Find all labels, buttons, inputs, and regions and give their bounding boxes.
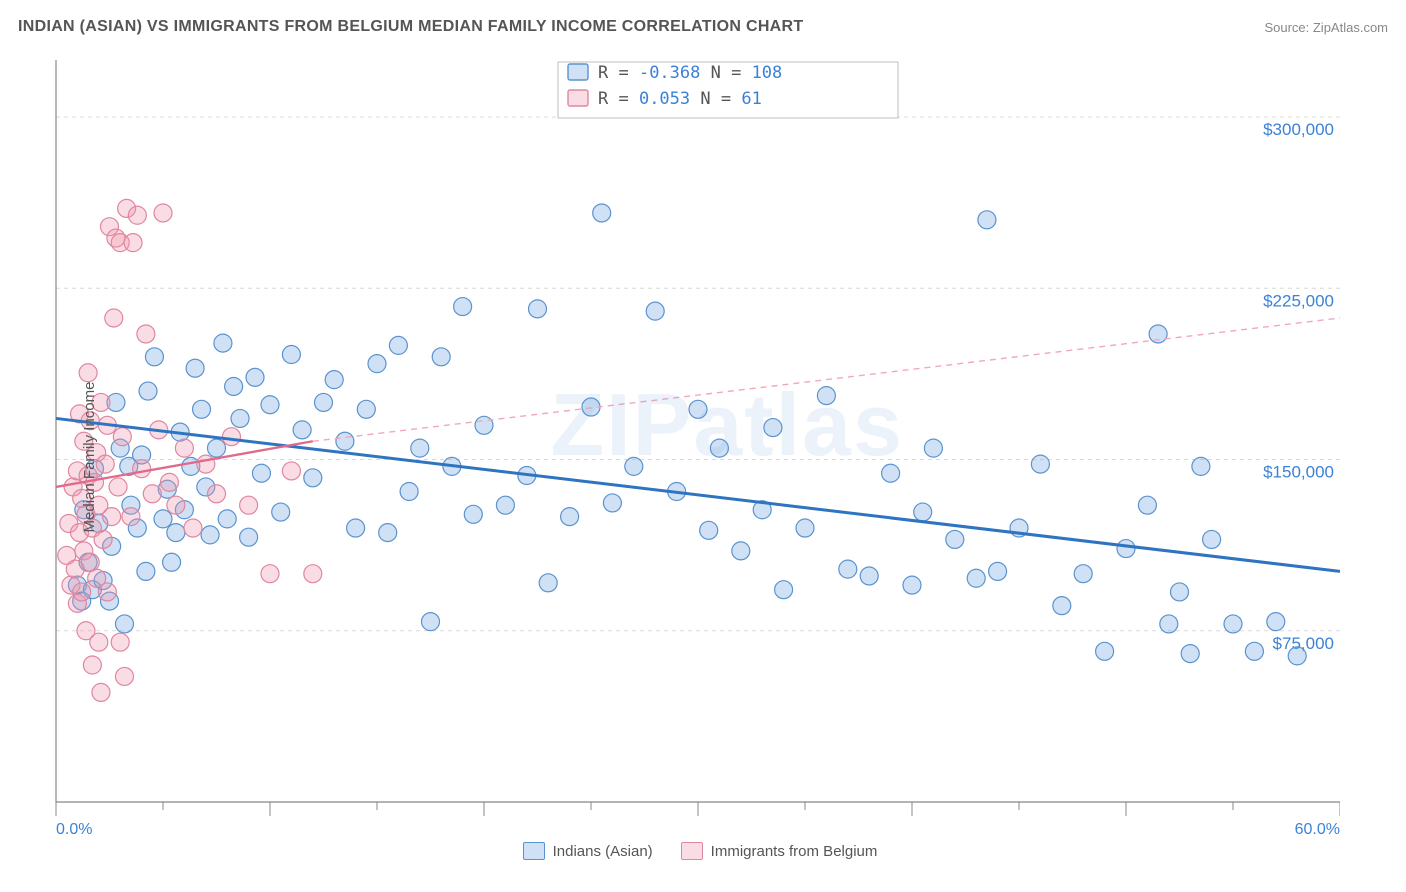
series-legend: Indians (Asian) Immigrants from Belgium — [20, 842, 1380, 860]
svg-text:$150,000: $150,000 — [1263, 463, 1334, 482]
svg-text:0.0%: 0.0% — [56, 821, 92, 834]
legend-swatch — [681, 842, 703, 860]
scatter-chart: $75,000$150,000$225,000$300,0000.0%60.0%… — [20, 54, 1340, 834]
chart-title: INDIAN (ASIAN) VS IMMIGRANTS FROM BELGIU… — [18, 18, 803, 36]
svg-text:R = 0.053 N = 61: R = 0.053 N = 61 — [598, 89, 762, 109]
legend-item: Indians (Asian) — [523, 842, 653, 860]
legend-label: Immigrants from Belgium — [711, 843, 878, 860]
legend-label: Indians (Asian) — [553, 843, 653, 860]
legend-swatch — [523, 842, 545, 860]
y-axis-label: Median Family Income — [81, 382, 98, 533]
svg-text:R = -0.368 N = 108: R = -0.368 N = 108 — [598, 63, 782, 83]
source-label: Source: ZipAtlas.com — [1264, 20, 1388, 35]
legend-item: Immigrants from Belgium — [681, 842, 878, 860]
svg-text:60.0%: 60.0% — [1295, 821, 1340, 834]
svg-text:$225,000: $225,000 — [1263, 291, 1334, 310]
svg-text:$300,000: $300,000 — [1263, 120, 1334, 139]
